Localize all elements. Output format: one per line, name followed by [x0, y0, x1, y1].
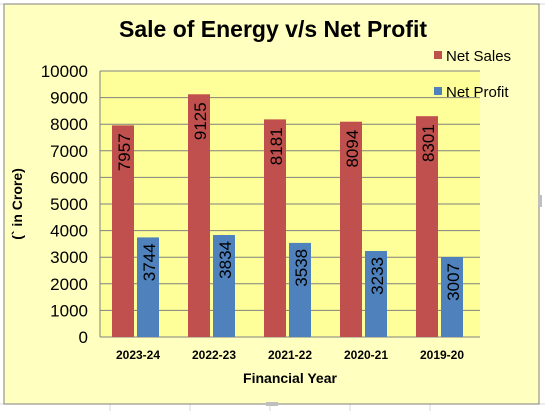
data-label: 7957: [115, 133, 134, 171]
data-label: 3744: [140, 243, 159, 281]
y-tick-label: 1000: [50, 301, 88, 320]
data-label: 9125: [191, 102, 210, 140]
y-tick-label: 9000: [50, 89, 88, 108]
chart-title: Sale of Energy v/s Net Profit: [119, 16, 427, 42]
y-tick-label: 3000: [50, 248, 88, 267]
bar-net-profit-2021-22[interactable]: [289, 242, 311, 337]
data-label: 3538: [292, 249, 311, 287]
legend-swatch-net-sales: [434, 51, 442, 59]
data-labels: 7957 3744 9125 3834 8181 3538 8094 3233 8301 3007: [115, 102, 463, 301]
y-axis-label: (` in Crore): [9, 168, 25, 240]
x-tick-label: 2021-22: [268, 348, 312, 362]
x-tick-labels: 2023-24 2022-23 2021-22 2020-21 2019-20: [116, 348, 464, 362]
right-resize-handle[interactable]: [538, 195, 542, 207]
y-tick-label: 7000: [50, 142, 88, 161]
data-label: 8301: [419, 124, 438, 162]
bottom-resize-handle[interactable]: [266, 402, 278, 406]
x-tick-label: 2019-20: [420, 348, 464, 362]
x-tick-label: 2020-21: [344, 348, 388, 362]
data-label: 8094: [343, 130, 362, 168]
data-label: 3233: [368, 257, 387, 295]
bar-net-profit-2023-24[interactable]: [137, 237, 159, 337]
bar-net-profit-2020-21[interactable]: [365, 251, 387, 337]
x-axis-label: Financial Year: [243, 370, 337, 386]
legend: Net Sales Net Profit: [434, 48, 511, 101]
bar-net-sales-2019-20[interactable]: [416, 116, 438, 338]
y-tick-label: 0: [79, 328, 88, 347]
x-tick-label: 2022-23: [192, 348, 236, 362]
legend-swatch-net-profit: [434, 87, 442, 95]
bar-net-profit-2022-23[interactable]: [213, 235, 235, 337]
bar-net-sales-2020-21[interactable]: [340, 121, 362, 337]
data-label: 8181: [267, 127, 286, 165]
x-tick-label: 2023-24: [116, 348, 160, 362]
legend-label-net-sales: Net Sales: [446, 48, 511, 65]
y-tick-label: 10000: [41, 62, 88, 81]
bar-net-sales-2021-22[interactable]: [264, 119, 286, 337]
data-label: 3834: [216, 241, 235, 279]
y-tick-label: 6000: [50, 168, 88, 187]
y-tick-label: 4000: [50, 222, 88, 241]
y-tick-labels: 0 1000 2000 3000 4000 5000 6000 7000 8000 9000 100…: [41, 62, 88, 347]
selection-handles[interactable]: [266, 195, 542, 406]
bar-net-profit-2019-20[interactable]: [441, 257, 463, 337]
y-tick-label: 5000: [50, 195, 88, 214]
bar-net-sales-2023-24[interactable]: [112, 125, 134, 337]
bars: [112, 94, 463, 338]
legend-label-net-profit: Net Profit: [446, 84, 509, 101]
y-tick-label: 2000: [50, 275, 88, 294]
data-label: 3007: [444, 263, 463, 301]
bar-net-sales-2022-23[interactable]: [188, 94, 210, 338]
y-tick-label: 8000: [50, 115, 88, 134]
